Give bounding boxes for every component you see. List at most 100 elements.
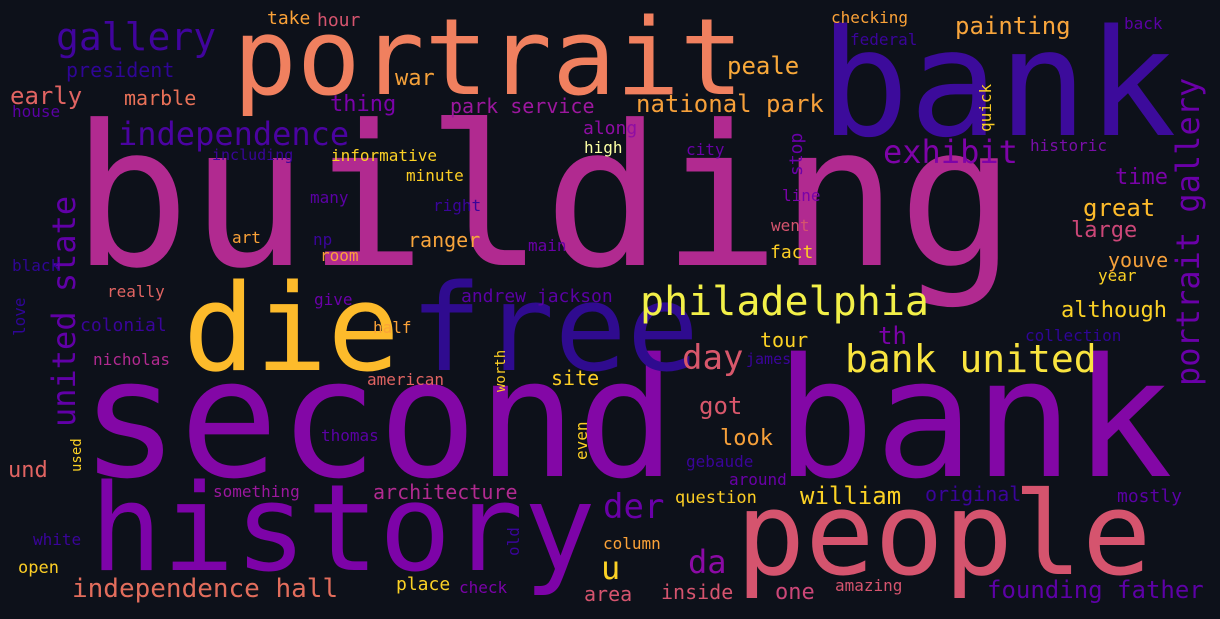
word-something: something	[213, 482, 300, 501]
word-painting: painting	[955, 12, 1071, 40]
word-worth: worth	[493, 349, 509, 392]
word-room: room	[320, 246, 359, 265]
word-including: including	[212, 146, 294, 164]
word-old: old	[504, 527, 523, 556]
word-federal: federal	[850, 30, 918, 49]
word-american: american	[367, 370, 445, 389]
word-minute: minute	[406, 166, 464, 185]
word-thomas: thomas	[321, 426, 379, 445]
word-da: da	[688, 543, 727, 581]
word-thing: thing	[330, 92, 397, 117]
word-andrew-jackson: andrew jackson	[461, 286, 613, 307]
word-philadelphia: philadelphia	[640, 279, 929, 325]
word-used: used	[69, 438, 85, 472]
word-hour: hour	[317, 10, 361, 31]
word-although: although	[1061, 298, 1167, 323]
word-independence-hall: independence hall	[72, 574, 339, 604]
word-peale: peale	[727, 52, 800, 80]
word-nicholas: nicholas	[93, 350, 171, 369]
word-question: question	[675, 488, 757, 508]
word-second-bank: second bank	[80, 323, 1173, 515]
word-went: went	[771, 216, 810, 235]
word-give: give	[314, 290, 353, 309]
word-main: main	[528, 236, 567, 255]
word-love: love	[10, 297, 29, 336]
word-great: great	[1083, 194, 1156, 222]
word-gallery: gallery	[56, 15, 217, 59]
word-war: war	[395, 66, 435, 91]
word-president: president	[66, 58, 175, 82]
word-portrait: portrait	[233, 0, 744, 119]
word-many: many	[310, 188, 349, 207]
word-black: black	[12, 256, 61, 275]
word-time: time	[1115, 165, 1168, 190]
word-exhibit: exhibit	[883, 133, 1018, 171]
word-white: white	[33, 530, 82, 549]
word-line: line	[782, 186, 821, 205]
word-colonial: colonial	[80, 315, 167, 336]
word-tour: tour	[760, 328, 809, 352]
word-year: year	[1098, 266, 1137, 285]
word-der: der	[603, 487, 665, 527]
word-free: free	[410, 260, 699, 399]
word-really: really	[107, 282, 165, 301]
word-u: u	[601, 549, 621, 587]
word-column: column	[603, 534, 661, 553]
word-open: open	[18, 558, 59, 578]
word-back: back	[1124, 14, 1163, 33]
word-collection: collection	[1025, 326, 1122, 345]
word-th: th	[878, 322, 907, 350]
word-portrait-gallery: portrait gallery	[1169, 77, 1207, 386]
word-founding-father: founding father	[987, 576, 1204, 604]
word-william: william	[800, 482, 902, 510]
word-bank: bank	[820, 0, 1177, 170]
word-history: history	[90, 460, 596, 599]
word-early: early	[10, 82, 83, 110]
word-informative: informative	[331, 146, 437, 165]
word-mostly: mostly	[1117, 486, 1183, 507]
word-gebaude: gebaude	[686, 452, 754, 471]
word-check: check	[459, 578, 508, 597]
word-inside: inside	[661, 580, 734, 604]
word-architecture: architecture	[373, 480, 518, 504]
word-people: people	[736, 468, 1152, 602]
word-along: along	[583, 118, 638, 139]
word-house: house	[12, 102, 61, 121]
word-quick: quick	[976, 83, 995, 132]
word-place: place	[396, 574, 451, 595]
word-look: look	[720, 426, 773, 451]
word-original: original	[925, 482, 1022, 506]
word-site: site	[551, 366, 600, 390]
word-historic: historic	[1030, 136, 1108, 155]
word-bank-united: bank united	[845, 337, 1097, 381]
word-youve: youve	[1108, 248, 1169, 272]
word-around: around	[729, 470, 787, 489]
word-und: und	[8, 458, 48, 483]
word-james: james	[746, 350, 792, 368]
word-amazing: amazing	[835, 576, 903, 595]
word-one: one	[775, 580, 815, 605]
word-independence: independence	[118, 115, 350, 153]
word-united-state: united state	[45, 195, 83, 427]
word-park-service: park service	[450, 94, 595, 118]
word-ranger: ranger	[408, 228, 481, 252]
word-got: got	[699, 392, 743, 420]
word-art: art	[232, 228, 261, 247]
word-even: even	[572, 421, 591, 460]
word-building: building	[72, 84, 1017, 312]
word-stop: stop	[786, 132, 807, 176]
word-large: large	[1071, 218, 1138, 243]
word-die: die	[183, 260, 400, 399]
word-half: half	[373, 318, 412, 337]
word-fact: fact	[770, 242, 814, 263]
word-right: right	[433, 196, 482, 215]
word-take: take	[267, 8, 311, 29]
word-high: high	[584, 138, 623, 157]
word-national-park: national park	[636, 90, 824, 118]
word-marble: marble	[124, 86, 197, 110]
word-day: day	[682, 338, 744, 378]
word-np: np	[313, 230, 333, 249]
word-city: city	[686, 140, 725, 159]
word-area: area	[584, 582, 633, 606]
